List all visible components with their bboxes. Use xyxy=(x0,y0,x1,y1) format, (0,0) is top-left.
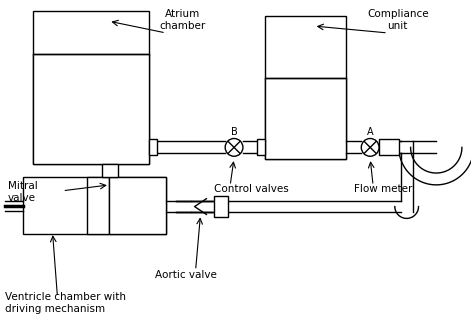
Bar xyxy=(264,78,346,159)
Bar xyxy=(87,177,109,234)
Bar xyxy=(23,177,166,234)
Text: Ventricle chamber with
driving mechanism: Ventricle chamber with driving mechanism xyxy=(5,292,126,314)
Circle shape xyxy=(225,138,243,156)
Bar xyxy=(149,140,157,155)
Circle shape xyxy=(361,138,379,156)
Bar xyxy=(264,16,346,159)
Bar xyxy=(379,140,399,155)
Bar xyxy=(214,196,228,217)
Bar xyxy=(379,140,399,155)
Bar xyxy=(257,140,264,155)
Bar xyxy=(109,177,166,234)
Text: Mitral
valve: Mitral valve xyxy=(8,181,38,203)
Bar xyxy=(33,54,149,164)
Text: Compliance
unit: Compliance unit xyxy=(367,9,428,31)
Bar xyxy=(264,78,346,159)
Bar xyxy=(102,164,118,177)
Text: Control valves: Control valves xyxy=(214,184,289,194)
Bar xyxy=(102,164,118,177)
Bar xyxy=(33,11,149,164)
Text: Flow meter: Flow meter xyxy=(354,184,412,194)
Text: Atrium
chamber: Atrium chamber xyxy=(160,9,206,31)
Bar xyxy=(109,177,166,234)
Text: Aortic valve: Aortic valve xyxy=(155,270,217,280)
Text: A: A xyxy=(367,126,374,136)
Text: B: B xyxy=(231,126,237,136)
Bar xyxy=(87,177,109,234)
Bar xyxy=(33,54,149,164)
